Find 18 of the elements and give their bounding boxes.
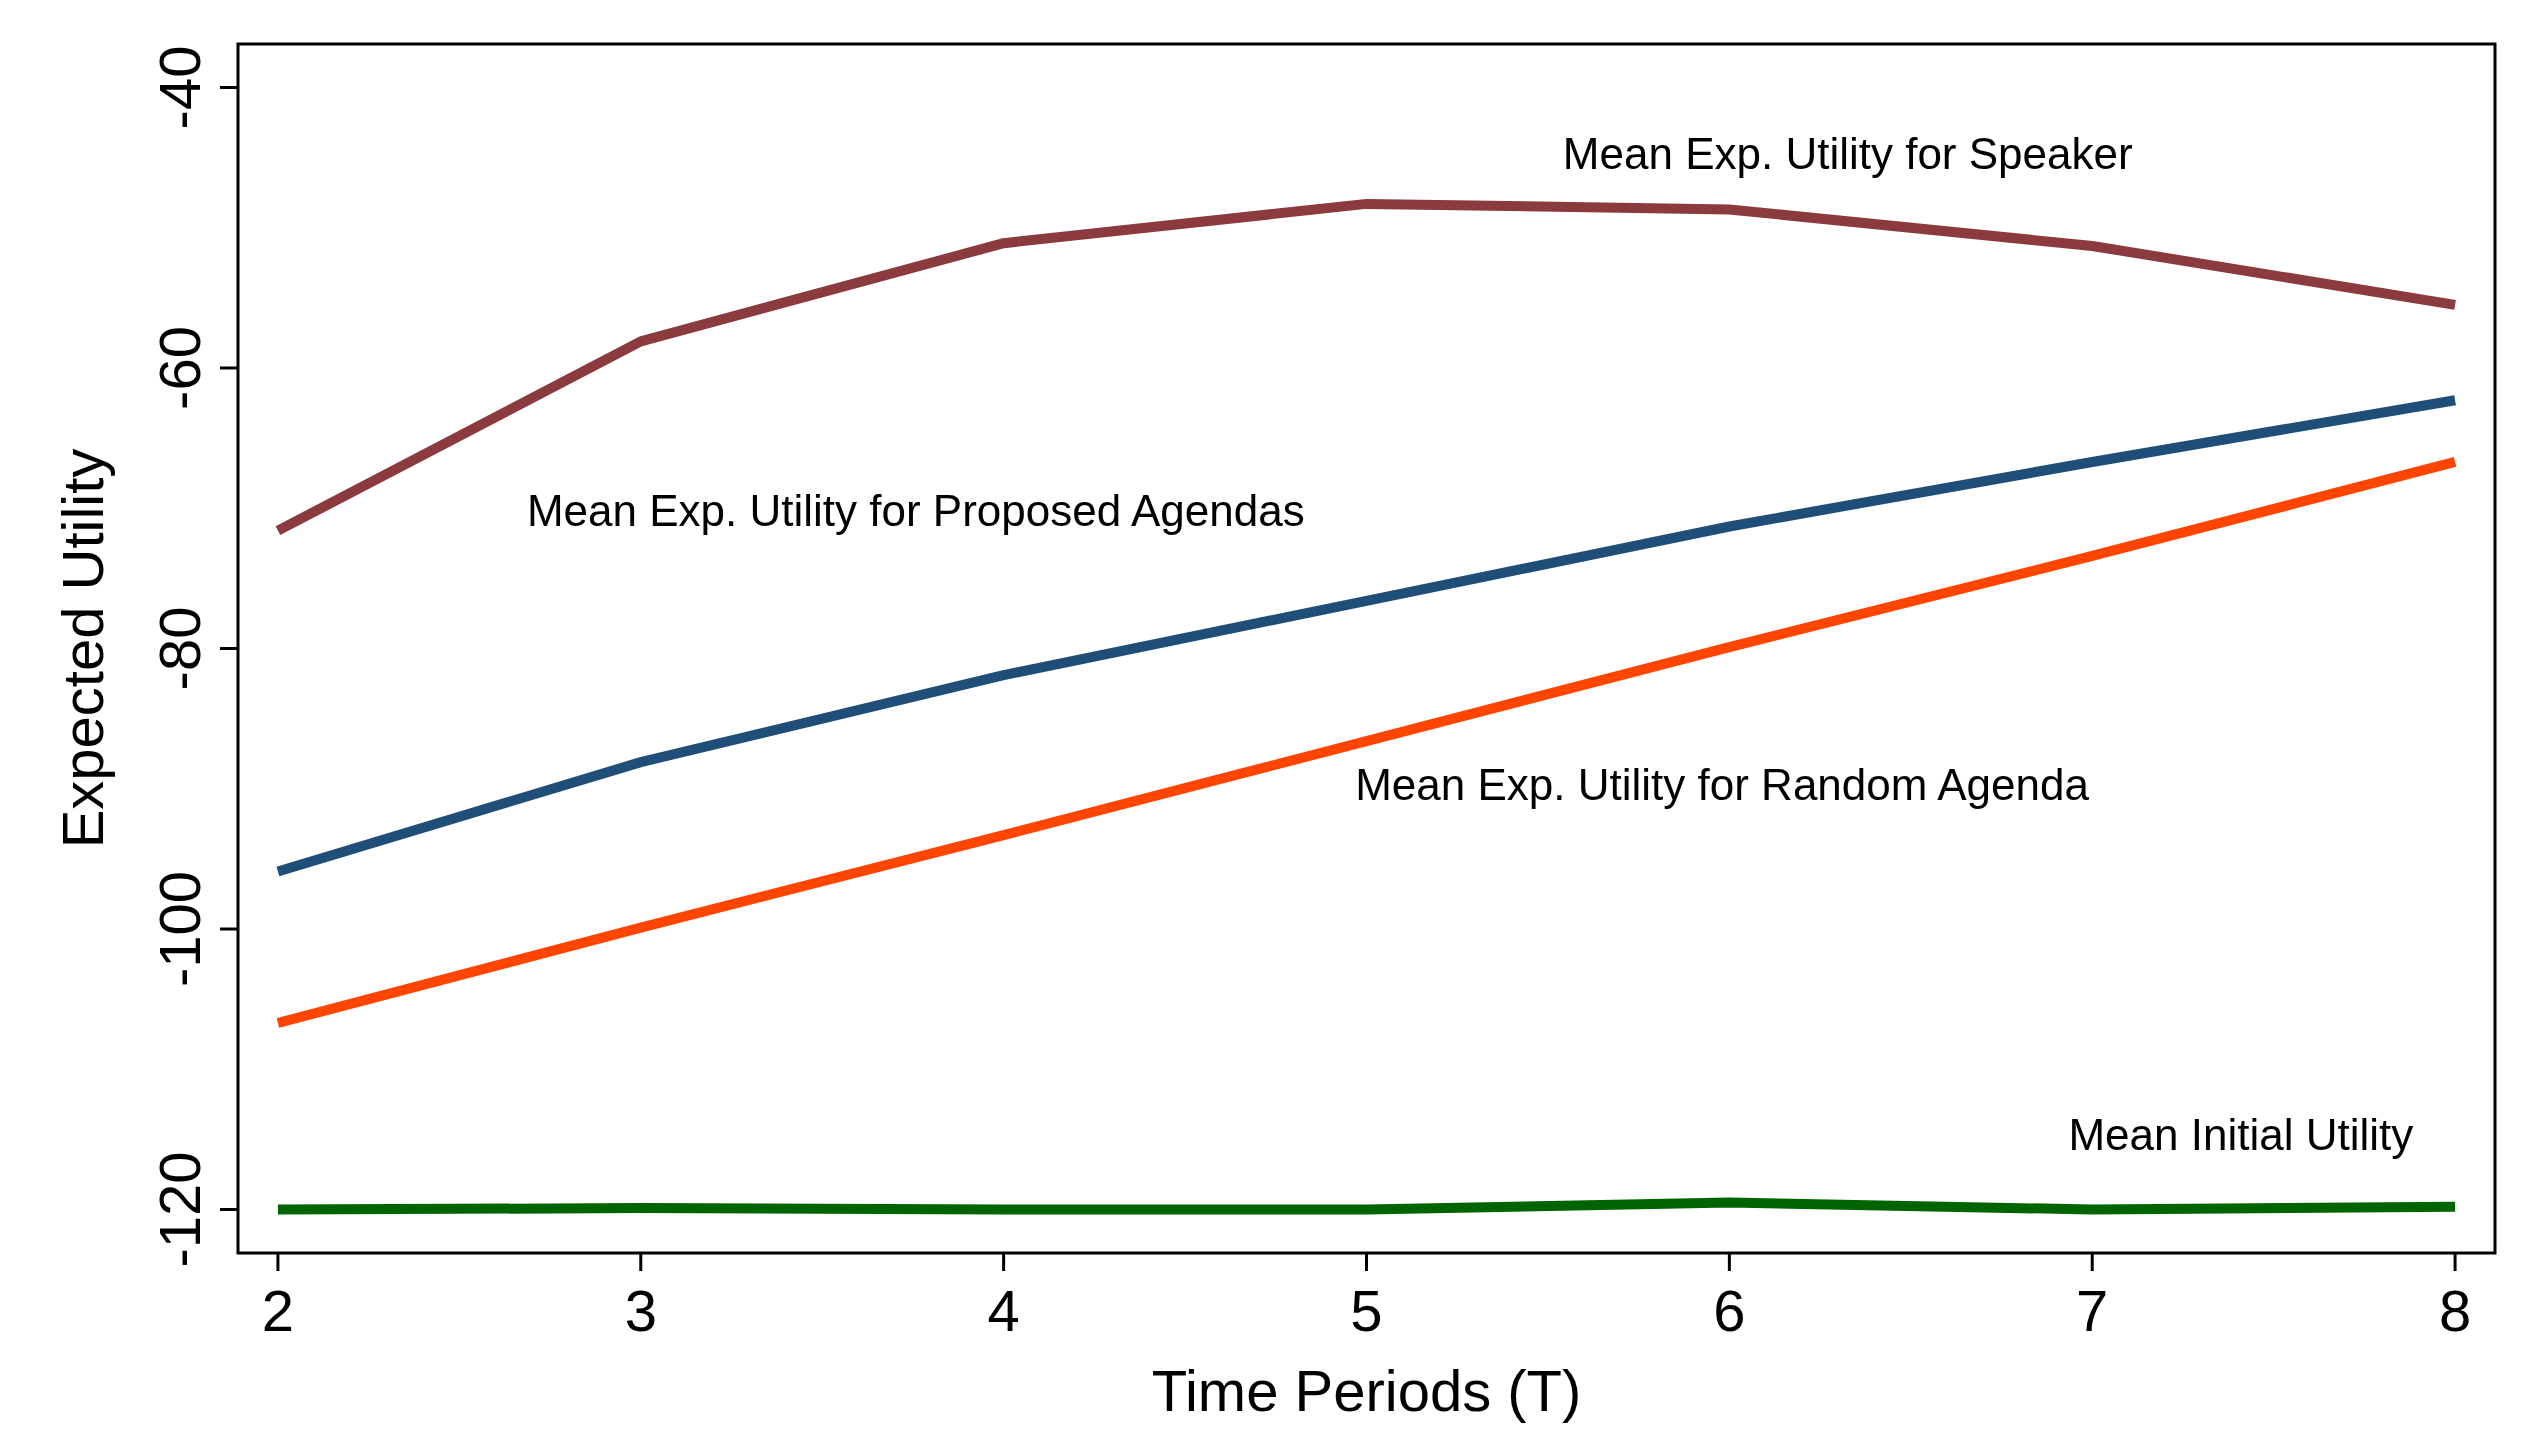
- annotation: Mean Exp. Utility for Speaker: [1562, 129, 2133, 179]
- x-tick-label: 3: [624, 1278, 657, 1343]
- annotation: Mean Initial Utility: [2068, 1109, 2414, 1159]
- y-tick-label: -80: [147, 606, 212, 691]
- y-tick-label: -120: [147, 1151, 212, 1268]
- x-axis-title: Time Periods (T): [1151, 1358, 1582, 1423]
- y-tick-label: -40: [147, 45, 212, 130]
- x-tick-label: 5: [1350, 1278, 1383, 1343]
- x-tick-label: 6: [1713, 1278, 1746, 1343]
- x-tick-label: 7: [2076, 1278, 2109, 1343]
- x-tick-label: 4: [987, 1278, 1020, 1343]
- x-tick-label: 2: [261, 1278, 295, 1343]
- y-tick-label: -100: [147, 870, 212, 988]
- x-tick-label: 8: [2438, 1278, 2472, 1343]
- y-axis-title: Expected Utility: [50, 448, 115, 849]
- y-tick-label: -60: [147, 326, 212, 410]
- annotation: Mean Exp. Utility for Proposed Agendas: [526, 485, 1305, 535]
- annotation: Mean Exp. Utility for Random Agenda: [1355, 760, 2090, 810]
